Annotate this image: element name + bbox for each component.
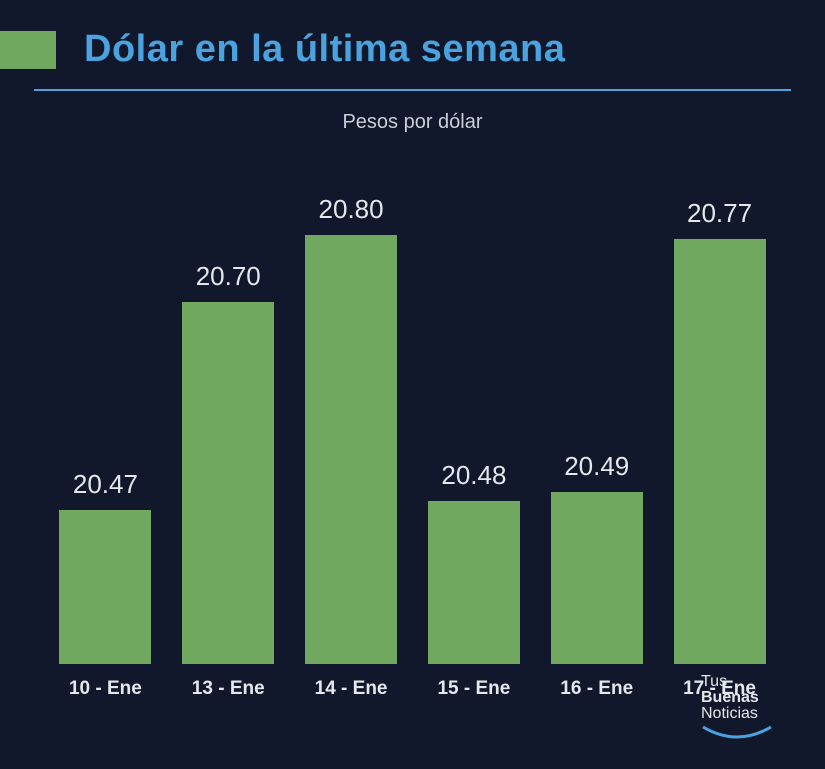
x-axis-label: 10 - Ene (44, 678, 167, 700)
bar-group: 20.70 (167, 194, 290, 664)
bar-value-label: 20.70 (196, 261, 261, 292)
x-axis-label: 14 - Ene (290, 678, 413, 700)
logo-line-3: Noticias (701, 705, 773, 723)
bar-group: 20.49 (535, 194, 658, 664)
bar (59, 510, 151, 664)
x-axis-label: 16 - Ene (535, 678, 658, 700)
bar-group: 20.77 (658, 194, 781, 664)
x-axis-label: 15 - Ene (412, 678, 535, 700)
bar (674, 239, 766, 664)
bar-value-label: 20.48 (441, 460, 506, 491)
chart-title: Dólar en la última semana (84, 28, 565, 71)
x-axis-labels: 10 - Ene13 - Ene14 - Ene15 - Ene16 - Ene… (40, 678, 785, 700)
bar-value-label: 20.47 (73, 469, 138, 500)
bar (428, 501, 520, 664)
bar (182, 302, 274, 664)
x-axis-label: 13 - Ene (167, 678, 290, 700)
accent-block-icon (0, 31, 56, 69)
title-underline (34, 89, 791, 91)
logo-arc-icon (701, 725, 773, 741)
bar-chart: 20.47 20.70 20.80 20.48 20.49 20.77 (40, 194, 785, 664)
bar (551, 492, 643, 664)
brand-logo: Tus Buenas Noticias (701, 673, 773, 741)
chart-subtitle: Pesos por dólar (40, 111, 785, 134)
bar-group: 20.80 (290, 194, 413, 664)
bar-value-label: 20.77 (687, 198, 752, 229)
bar-group: 20.48 (412, 194, 535, 664)
header: Dólar en la última semana (0, 28, 785, 71)
bar-value-label: 20.80 (319, 194, 384, 225)
bar (305, 235, 397, 664)
bar-value-label: 20.49 (564, 451, 629, 482)
chart-canvas: Dólar en la última semana Pesos por dóla… (0, 0, 825, 769)
bar-group: 20.47 (44, 194, 167, 664)
